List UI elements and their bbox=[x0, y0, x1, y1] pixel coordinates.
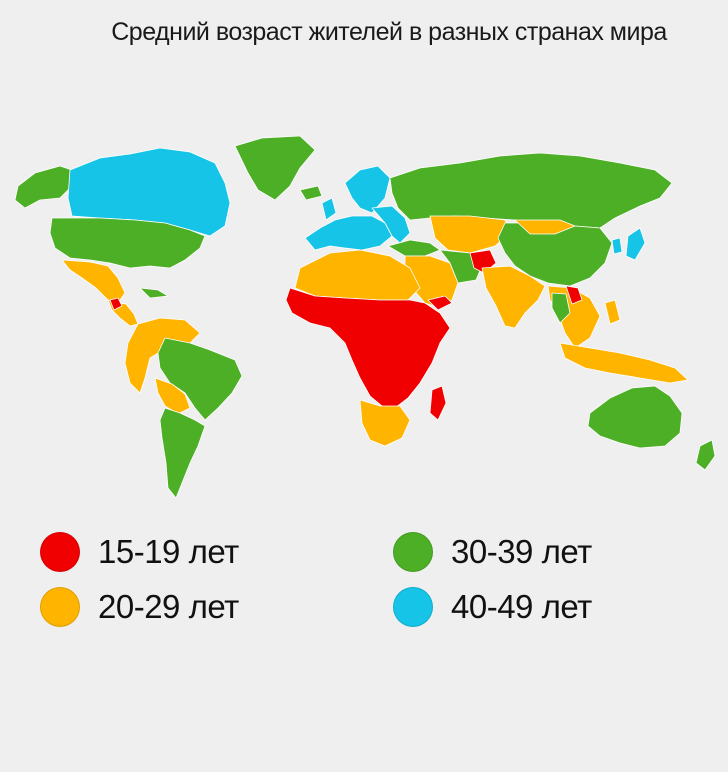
region-russia bbox=[389, 152, 673, 229]
legend-swatch-orange bbox=[40, 587, 80, 627]
region-alaska bbox=[14, 165, 73, 209]
region-southern-africa bbox=[359, 399, 411, 447]
region-japan bbox=[625, 227, 646, 261]
legend-item-40-49: 40-49 лет bbox=[393, 585, 592, 629]
region-north-africa bbox=[294, 249, 421, 301]
region-usa bbox=[49, 217, 206, 269]
page-title: Средний возраст жителей в разных странах… bbox=[111, 18, 667, 46]
region-laos bbox=[565, 285, 583, 305]
region-myanmar bbox=[551, 292, 571, 324]
region-southern-cone bbox=[159, 407, 206, 499]
region-bolivia bbox=[154, 377, 191, 415]
legend-item-20-29: 20-29 лет bbox=[40, 585, 239, 629]
region-guatemala bbox=[109, 297, 123, 311]
region-yemen bbox=[427, 295, 453, 311]
legend-item-30-39: 30-39 лет bbox=[393, 530, 592, 574]
legend-label: 20-29 лет bbox=[98, 588, 239, 625]
region-europe-west bbox=[304, 215, 393, 251]
region-new-zealand bbox=[695, 439, 716, 471]
region-korea bbox=[611, 237, 623, 255]
legend-item-15-19: 15-19 лет bbox=[40, 530, 239, 574]
legend-label: 40-49 лет bbox=[451, 588, 592, 625]
region-china bbox=[497, 222, 613, 287]
legend-label: 15-19 лет bbox=[98, 533, 239, 570]
region-sub-saharan-africa bbox=[285, 287, 451, 409]
region-canada bbox=[67, 147, 231, 237]
region-iceland bbox=[299, 185, 323, 201]
region-india bbox=[481, 265, 546, 329]
region-mexico bbox=[61, 259, 126, 304]
region-brazil bbox=[157, 337, 243, 421]
region-central-asia bbox=[429, 215, 511, 254]
region-australia bbox=[587, 385, 683, 449]
legend-swatch-green bbox=[393, 532, 433, 572]
world-map bbox=[14, 135, 716, 499]
region-madagascar bbox=[429, 385, 447, 421]
region-caribbean bbox=[139, 287, 169, 299]
region-scandinavia bbox=[344, 165, 391, 214]
region-uk bbox=[321, 197, 337, 221]
region-south-america-north bbox=[124, 317, 201, 394]
region-mongolia bbox=[514, 219, 576, 235]
legend-swatch-red bbox=[40, 532, 80, 572]
legend-swatch-blue bbox=[393, 587, 433, 627]
legend-label: 30-39 лет bbox=[451, 533, 592, 570]
region-indonesia bbox=[559, 342, 689, 384]
region-greenland bbox=[234, 135, 316, 201]
region-turkey bbox=[387, 239, 441, 257]
region-philippines bbox=[604, 299, 621, 325]
region-europe-east bbox=[371, 205, 411, 244]
